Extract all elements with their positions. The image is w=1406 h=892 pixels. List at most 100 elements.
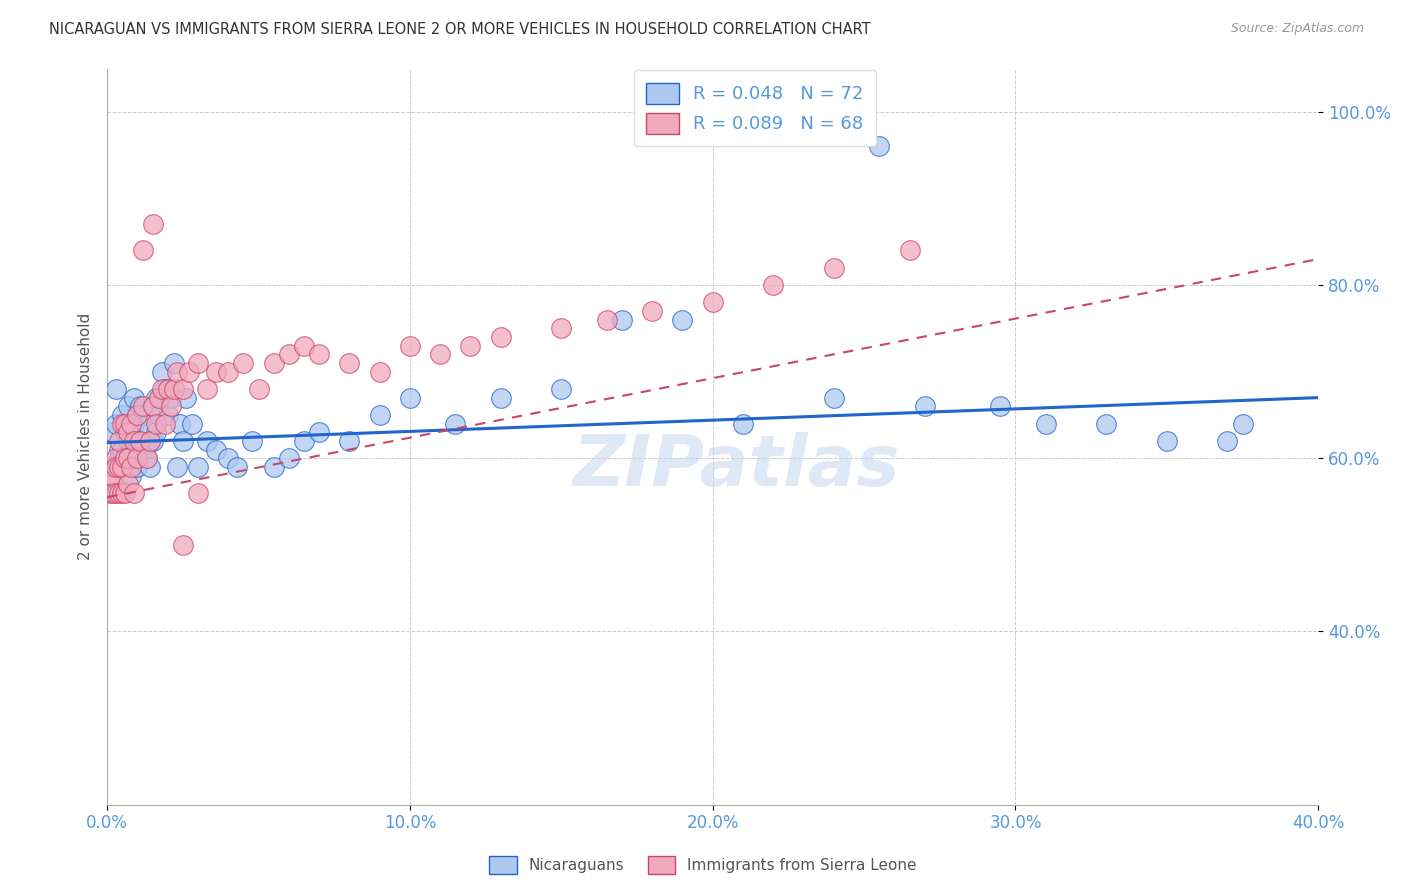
Point [174,391,197,405]
Point [127,408,149,422]
Point [120,417,142,431]
Point [226,459,249,474]
Point [127,434,149,448]
Point [337,434,360,448]
Point [177,365,200,379]
Point [172,382,194,396]
Point [205,442,228,457]
Point [142,218,165,232]
Point [120,459,142,474]
Point [124,391,146,405]
Point [120,442,142,457]
Point [138,459,160,474]
Point [187,459,209,474]
Legend: Nicaraguans, Immigrants from Sierra Leone: Nicaraguans, Immigrants from Sierra Leon… [484,850,922,880]
Point [114,451,136,466]
Point [124,434,146,448]
Point [444,417,467,431]
Point [142,434,165,448]
Point [124,417,146,431]
Point [129,434,152,448]
Point [129,434,152,448]
Point [308,425,330,440]
Point [135,451,157,466]
Point [181,417,204,431]
Text: Source: ZipAtlas.com: Source: ZipAtlas.com [1230,22,1364,36]
Point [172,538,194,552]
Point [914,399,936,413]
Point [596,312,619,326]
Point [150,365,173,379]
Point [105,451,128,466]
Point [114,459,136,474]
Point [166,365,188,379]
Point [898,244,921,258]
Point [132,399,155,413]
Point [103,425,125,440]
Point [98,468,121,483]
Point [337,356,360,370]
Point [117,399,139,413]
Point [111,417,134,431]
Y-axis label: 2 or more Vehicles in Household: 2 or more Vehicles in Household [79,313,93,560]
Point [108,459,131,474]
Point [263,356,285,370]
Point [489,330,512,344]
Point [731,417,754,431]
Point [142,399,165,413]
Point [762,278,785,293]
Point [277,451,299,466]
Point [138,434,160,448]
Point [217,365,239,379]
Point [145,391,167,405]
Point [988,399,1011,413]
Point [120,468,142,483]
Point [111,486,134,500]
Point [108,451,131,466]
Point [163,382,186,396]
Point [242,434,264,448]
Point [148,391,170,405]
Point [205,365,228,379]
Point [702,295,724,310]
Point [232,356,254,370]
Point [195,382,218,396]
Point [117,434,139,448]
Point [159,391,181,405]
Point [142,399,165,413]
Point [120,417,142,431]
Point [132,244,155,258]
Point [1095,417,1118,431]
Point [105,459,128,474]
Point [610,312,633,326]
Point [1035,417,1057,431]
Point [1216,434,1239,448]
Point [105,417,128,431]
Point [247,382,270,396]
Point [132,408,155,422]
Point [111,442,134,457]
Point [114,417,136,431]
Point [145,417,167,431]
Point [429,347,451,361]
Point [124,451,146,466]
Point [1156,434,1178,448]
Point [641,304,664,318]
Point [111,408,134,422]
Text: ZIPatlas: ZIPatlas [574,432,901,500]
Point [108,442,131,457]
Point [308,347,330,361]
Point [169,417,191,431]
Point [127,451,149,466]
Text: NICARAGUAN VS IMMIGRANTS FROM SIERRA LEONE 2 OR MORE VEHICLES IN HOUSEHOLD CORRE: NICARAGUAN VS IMMIGRANTS FROM SIERRA LEO… [49,22,870,37]
Point [150,382,173,396]
Point [550,321,572,335]
Point [1232,417,1254,431]
Point [105,486,128,500]
Point [108,486,131,500]
Point [153,382,176,396]
Point [111,459,134,474]
Point [159,399,181,413]
Point [138,434,160,448]
Point [217,451,239,466]
